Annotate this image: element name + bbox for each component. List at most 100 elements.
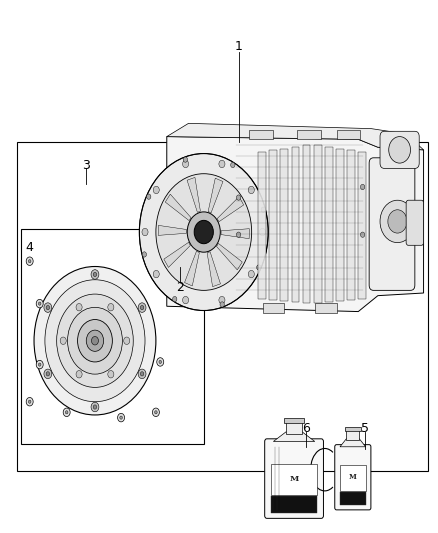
Text: M: M bbox=[290, 474, 299, 482]
Circle shape bbox=[156, 174, 252, 290]
Circle shape bbox=[39, 363, 41, 366]
Circle shape bbox=[173, 296, 177, 302]
Circle shape bbox=[138, 369, 146, 378]
Circle shape bbox=[259, 228, 265, 236]
Circle shape bbox=[26, 257, 33, 265]
Circle shape bbox=[140, 372, 144, 376]
Circle shape bbox=[155, 411, 157, 414]
Bar bbox=[280, 149, 288, 301]
Polygon shape bbox=[221, 229, 249, 239]
Circle shape bbox=[187, 212, 220, 252]
Circle shape bbox=[380, 200, 415, 243]
Polygon shape bbox=[187, 177, 201, 212]
FancyBboxPatch shape bbox=[335, 445, 371, 510]
Bar bbox=[271, 464, 317, 495]
Circle shape bbox=[92, 336, 99, 345]
Circle shape bbox=[44, 303, 52, 312]
Circle shape bbox=[194, 220, 213, 244]
Circle shape bbox=[231, 163, 235, 167]
Circle shape bbox=[39, 302, 41, 305]
Bar bbox=[325, 147, 333, 302]
Circle shape bbox=[78, 319, 113, 362]
Polygon shape bbox=[273, 432, 315, 441]
Polygon shape bbox=[340, 439, 366, 447]
Circle shape bbox=[157, 358, 164, 366]
Circle shape bbox=[248, 186, 254, 193]
Bar bbox=[292, 147, 299, 302]
Circle shape bbox=[117, 414, 124, 422]
Circle shape bbox=[138, 303, 146, 312]
FancyBboxPatch shape bbox=[265, 439, 323, 519]
Circle shape bbox=[219, 296, 225, 304]
Polygon shape bbox=[158, 225, 187, 236]
Text: 3: 3 bbox=[82, 159, 90, 172]
Circle shape bbox=[65, 411, 68, 414]
Bar bbox=[314, 146, 321, 303]
Bar bbox=[262, 303, 284, 313]
Text: 6: 6 bbox=[302, 422, 310, 435]
Circle shape bbox=[142, 228, 148, 236]
Bar bbox=[340, 465, 366, 491]
Text: 1: 1 bbox=[235, 40, 243, 53]
FancyBboxPatch shape bbox=[406, 200, 424, 245]
Circle shape bbox=[28, 400, 31, 403]
Circle shape bbox=[389, 136, 410, 163]
Bar bbox=[346, 430, 359, 440]
Bar bbox=[258, 152, 266, 299]
Circle shape bbox=[153, 186, 159, 193]
Circle shape bbox=[46, 372, 49, 376]
Polygon shape bbox=[217, 197, 244, 222]
Bar bbox=[336, 130, 360, 139]
Circle shape bbox=[360, 184, 365, 190]
Circle shape bbox=[36, 300, 43, 308]
Circle shape bbox=[108, 370, 114, 378]
Circle shape bbox=[219, 160, 225, 168]
Circle shape bbox=[183, 160, 189, 168]
Circle shape bbox=[120, 416, 122, 419]
Circle shape bbox=[388, 210, 407, 233]
Bar bbox=[297, 130, 321, 139]
Polygon shape bbox=[167, 123, 424, 150]
Circle shape bbox=[91, 402, 99, 412]
Bar bbox=[284, 418, 304, 423]
Circle shape bbox=[142, 252, 146, 257]
Text: 2: 2 bbox=[176, 281, 184, 294]
Circle shape bbox=[26, 398, 33, 406]
Bar bbox=[358, 152, 366, 299]
Bar bbox=[340, 492, 366, 505]
Bar bbox=[347, 150, 355, 300]
Bar bbox=[250, 130, 273, 139]
Circle shape bbox=[28, 260, 31, 263]
Circle shape bbox=[63, 408, 70, 417]
Circle shape bbox=[360, 232, 365, 237]
Circle shape bbox=[124, 337, 130, 344]
Bar bbox=[345, 426, 361, 431]
Bar bbox=[271, 496, 317, 513]
Polygon shape bbox=[184, 251, 199, 286]
FancyBboxPatch shape bbox=[369, 158, 415, 290]
Circle shape bbox=[46, 305, 49, 310]
Bar bbox=[286, 422, 302, 433]
Polygon shape bbox=[208, 178, 223, 213]
Circle shape bbox=[257, 265, 261, 270]
Polygon shape bbox=[165, 194, 191, 221]
Circle shape bbox=[34, 266, 156, 415]
Text: M: M bbox=[349, 473, 357, 481]
FancyBboxPatch shape bbox=[380, 131, 419, 168]
Bar bbox=[21, 229, 204, 444]
Bar bbox=[269, 150, 277, 300]
Circle shape bbox=[93, 272, 97, 277]
Polygon shape bbox=[207, 252, 220, 287]
Circle shape bbox=[91, 270, 99, 279]
Bar bbox=[17, 142, 428, 471]
Circle shape bbox=[139, 154, 268, 311]
Text: 5: 5 bbox=[361, 422, 369, 435]
Circle shape bbox=[220, 302, 224, 307]
Circle shape bbox=[261, 207, 265, 212]
Circle shape bbox=[36, 360, 43, 369]
Polygon shape bbox=[164, 243, 191, 268]
Circle shape bbox=[86, 330, 104, 351]
Circle shape bbox=[159, 360, 162, 364]
Text: 4: 4 bbox=[26, 241, 34, 254]
Circle shape bbox=[140, 305, 144, 310]
